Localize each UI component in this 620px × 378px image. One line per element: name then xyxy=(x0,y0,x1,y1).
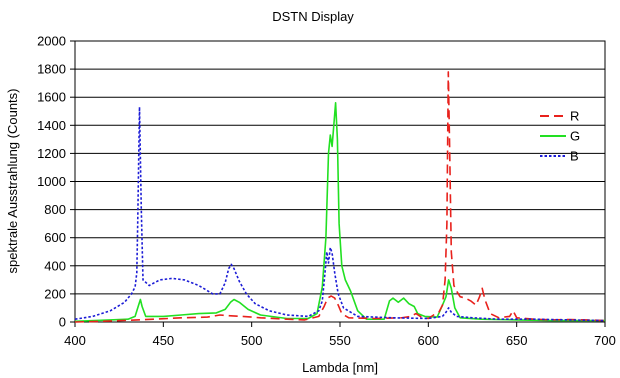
x-tick-label-450: 450 xyxy=(152,333,174,348)
y-tick-label-200: 200 xyxy=(44,286,66,301)
x-axis-label: Lambda [nm] xyxy=(302,360,378,375)
series-r-line xyxy=(74,71,606,323)
legend-label-r: R xyxy=(570,109,579,124)
y-axis-label: spektrale Ausstrahlung (Counts) xyxy=(5,89,20,274)
y-tick-label-1400: 1400 xyxy=(37,118,66,133)
y-tick-label-1000: 1000 xyxy=(37,174,66,189)
y-tick-label-1200: 1200 xyxy=(37,146,66,161)
legend-label-b: B xyxy=(570,149,579,164)
legend-label-g: G xyxy=(570,129,580,144)
legend: RGB xyxy=(540,109,580,164)
x-tick-label-700: 700 xyxy=(594,333,616,348)
y-tick-label-1800: 1800 xyxy=(37,62,66,77)
y-tick-label-1600: 1600 xyxy=(37,90,66,105)
y-tick-label-600: 600 xyxy=(44,230,66,245)
x-tick-label-550: 550 xyxy=(329,333,351,348)
x-tick-label-650: 650 xyxy=(506,333,528,348)
series-g-line xyxy=(74,102,605,323)
y-tick-label-400: 400 xyxy=(44,258,66,273)
y-tick-label-0: 0 xyxy=(59,315,66,330)
grid-lines xyxy=(75,68,605,295)
chart-title: DSTN Display xyxy=(272,9,354,24)
series-layer xyxy=(74,71,606,323)
x-axis: 400 450 500 550 600 650 700 xyxy=(64,322,616,348)
x-tick-label-400: 400 xyxy=(64,333,86,348)
y-tick-label-800: 800 xyxy=(44,202,66,217)
x-tick-label-500: 500 xyxy=(241,333,263,348)
y-tick-label-2000: 2000 xyxy=(37,34,66,49)
series-b-line xyxy=(74,106,606,322)
x-tick-label-600: 600 xyxy=(417,333,439,348)
y-axis: 0 200 400 600 800 1000 1200 1400 1600 1800 2000 xyxy=(37,34,75,330)
